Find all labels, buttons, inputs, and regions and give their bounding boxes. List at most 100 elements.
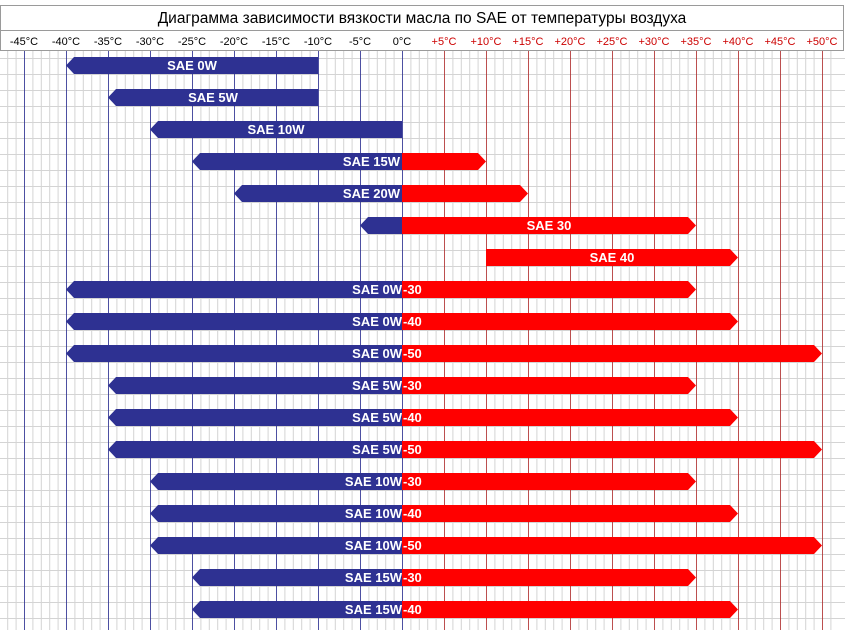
bar-summer-label: -30 [403, 378, 422, 393]
bar-summer-label: -30 [403, 282, 422, 297]
bar-cold-segment [66, 281, 402, 298]
tick-row-box [0, 30, 844, 51]
bar-cold-segment [192, 569, 402, 586]
bar-cold-segment [150, 537, 402, 554]
x-tick-label: +50°C [806, 36, 837, 48]
bars: SAE 0W SAE 5W SAE 10W SAE 15W SAE 20W SAE 30 S… [66, 57, 822, 618]
x-tick-label: -25°C [178, 36, 206, 48]
bar-cold-segment [234, 185, 402, 202]
x-tick-label: +35°C [680, 36, 711, 48]
bar-winter-label: SAE 15W [345, 602, 403, 617]
bar-hot-segment [402, 281, 696, 298]
bar-group: SAE 40 [486, 249, 738, 266]
bar-winter-label: SAE 0W [167, 58, 218, 73]
bar-group: SAE 0W -40 [66, 313, 738, 330]
bar-winter-label: SAE 10W [345, 474, 403, 489]
bar-cold-segment [66, 313, 402, 330]
bar-cold-segment [108, 377, 402, 394]
bar-winter-label: SAE 20W [343, 186, 401, 201]
bar-summer-label: -40 [403, 410, 422, 425]
x-tick-label: -15°C [262, 36, 290, 48]
bar-summer-label: -50 [403, 442, 422, 457]
x-tick-label: +30°C [638, 36, 669, 48]
bar-summer-label: -40 [403, 506, 422, 521]
bar-hot-segment [402, 345, 822, 362]
bar-cold-segment [192, 153, 402, 170]
bar-group: SAE 5W -40 [108, 409, 738, 426]
bar-cold-segment [360, 217, 402, 234]
bar-cold-segment [150, 473, 402, 490]
bar-group: SAE 5W [108, 89, 318, 106]
bar-winter-label: SAE 5W [352, 410, 403, 425]
bar-winter-label: SAE 15W [345, 570, 403, 585]
x-tick-label: -10°C [304, 36, 332, 48]
bar-group: SAE 30 [360, 217, 696, 234]
x-tick-label: +40°C [722, 36, 753, 48]
bar-winter-label: SAE 5W [352, 378, 403, 393]
bar-winter-label: SAE 10W [247, 122, 305, 137]
x-tick-label: 0°C [393, 36, 412, 48]
chart-title: Диаграмма зависимости вязкости масла по … [158, 10, 687, 27]
bar-summer-label: -40 [403, 314, 422, 329]
bar-cold-segment [150, 121, 402, 138]
bar-cold-segment [192, 601, 402, 618]
bar-winter-label: SAE 5W [352, 442, 403, 457]
bar-group: SAE 5W -30 [108, 377, 696, 394]
bar-group: SAE 15W [192, 153, 486, 170]
bar-group: SAE 10W -50 [150, 537, 822, 554]
bar-winter-label: SAE 5W [188, 90, 239, 105]
bar-group: SAE 10W -30 [150, 473, 696, 490]
bar-hot-segment [402, 153, 486, 170]
bar-cold-segment [108, 89, 318, 106]
bar-group: SAE 10W -40 [150, 505, 738, 522]
bar-summer-label: SAE 30 [527, 218, 572, 233]
x-tick-label: +20°C [554, 36, 585, 48]
bar-summer-label: -40 [403, 602, 422, 617]
bar-hot-segment [402, 537, 822, 554]
x-tick-label: -40°C [52, 36, 80, 48]
bar-hot-segment [402, 409, 738, 426]
x-tick-labels: -45°C -40°C -35°C -30°C -25°C -20°C -15°C -10°C… [10, 36, 838, 48]
bar-summer-label: -30 [403, 474, 422, 489]
bar-hot-segment [402, 505, 738, 522]
bar-cold-segment [150, 505, 402, 522]
x-tick-label: -35°C [94, 36, 122, 48]
bar-summer-label: -50 [403, 346, 422, 361]
bar-hot-segment [402, 185, 528, 202]
bar-hot-segment [402, 601, 738, 618]
x-tick-label: -45°C [10, 36, 38, 48]
x-tick-label: -30°C [136, 36, 164, 48]
bar-summer-label: SAE 40 [590, 250, 635, 265]
bar-hot-segment [486, 249, 738, 266]
x-tick-label: -20°C [220, 36, 248, 48]
bar-cold-segment [66, 57, 318, 74]
bar-cold-segment [108, 441, 402, 458]
bar-summer-label: -50 [403, 538, 422, 553]
bar-hot-segment [402, 569, 696, 586]
bar-group: SAE 5W -50 [108, 441, 822, 458]
bar-hot-segment [402, 441, 822, 458]
bar-cold-segment [108, 409, 402, 426]
bar-winter-label: SAE 10W [345, 538, 403, 553]
bar-group: SAE 20W [234, 185, 528, 202]
bar-winter-label: SAE 10W [345, 506, 403, 521]
bar-hot-segment [402, 377, 696, 394]
bar-hot-segment [402, 217, 696, 234]
bar-summer-label: -30 [403, 570, 422, 585]
x-tick-label: -5°C [349, 36, 371, 48]
bar-winter-label: SAE 0W [352, 314, 403, 329]
bar-hot-segment [402, 473, 696, 490]
bar-group: SAE 0W -50 [66, 345, 822, 362]
x-tick-label: +10°C [470, 36, 501, 48]
bar-winter-label: SAE 15W [343, 154, 401, 169]
bar-group: SAE 15W -40 [192, 601, 738, 618]
x-tick-label: +25°C [596, 36, 627, 48]
bar-hot-segment [402, 313, 738, 330]
x-tick-label: +5°C [432, 36, 457, 48]
bar-cold-segment [66, 345, 402, 362]
bar-group: SAE 0W -30 [66, 281, 696, 298]
bar-winter-label: SAE 0W [352, 346, 403, 361]
bar-winter-label: SAE 0W [352, 282, 403, 297]
x-tick-label: +15°C [512, 36, 543, 48]
